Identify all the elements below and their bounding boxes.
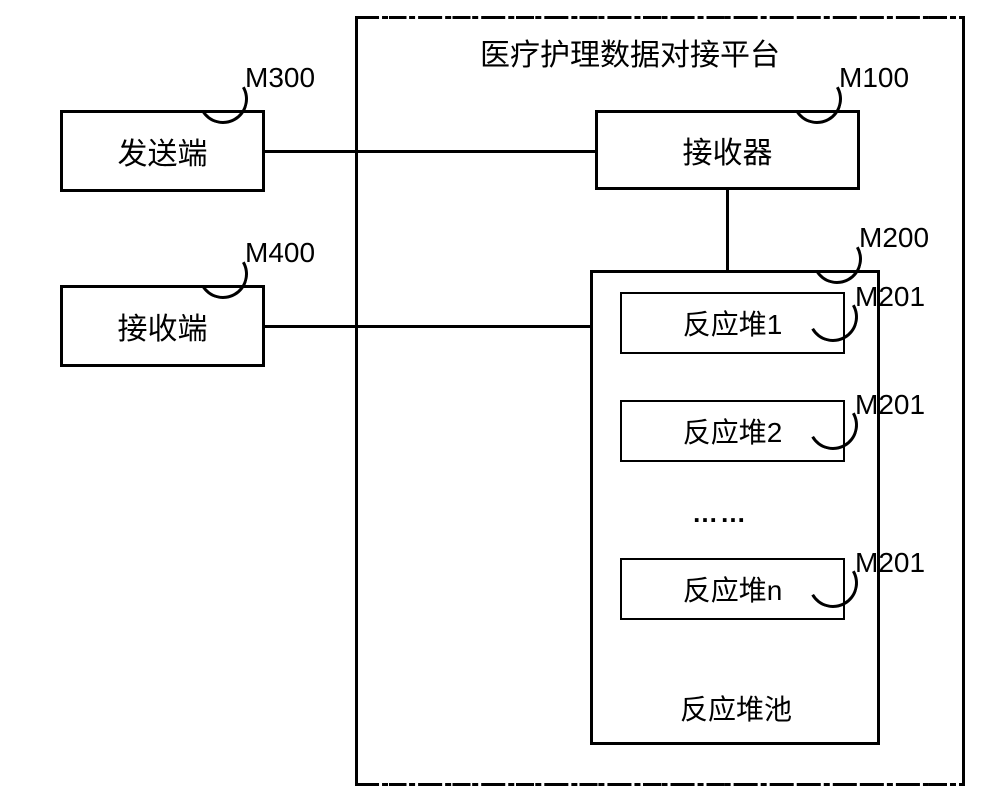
label-m300: M300 xyxy=(245,62,315,94)
diagram-canvas: 医疗护理数据对接平台 发送端 接收端 接收器 反应堆1 反应堆2 …… 反应堆n… xyxy=(0,0,1000,811)
reactor-pool-label: 反应堆池 xyxy=(680,688,792,728)
sender-label: 发送端 xyxy=(118,129,208,173)
label-m400: M400 xyxy=(245,237,315,269)
label-m100: M100 xyxy=(839,62,909,94)
line-sender-receiver xyxy=(265,150,595,153)
label-m201-1: M201 xyxy=(855,281,925,313)
recv-end-label: 接收端 xyxy=(118,304,208,348)
receiver-label: 接收器 xyxy=(683,128,773,172)
label-m201-2: M201 xyxy=(855,389,925,421)
recv-end-box: 接收端 xyxy=(60,285,265,367)
line-recvend-pool xyxy=(265,325,590,328)
platform-title: 医疗护理数据对接平台 xyxy=(480,30,780,74)
ellipsis: …… xyxy=(692,498,748,529)
label-m201-n: M201 xyxy=(855,547,925,579)
label-m200: M200 xyxy=(859,222,929,254)
reactor-2-label: 反应堆2 xyxy=(683,411,783,451)
reactor-n-label: 反应堆n xyxy=(683,569,783,609)
sender-box: 发送端 xyxy=(60,110,265,192)
line-receiver-pool xyxy=(726,190,729,270)
reactor-1-label: 反应堆1 xyxy=(683,303,783,343)
